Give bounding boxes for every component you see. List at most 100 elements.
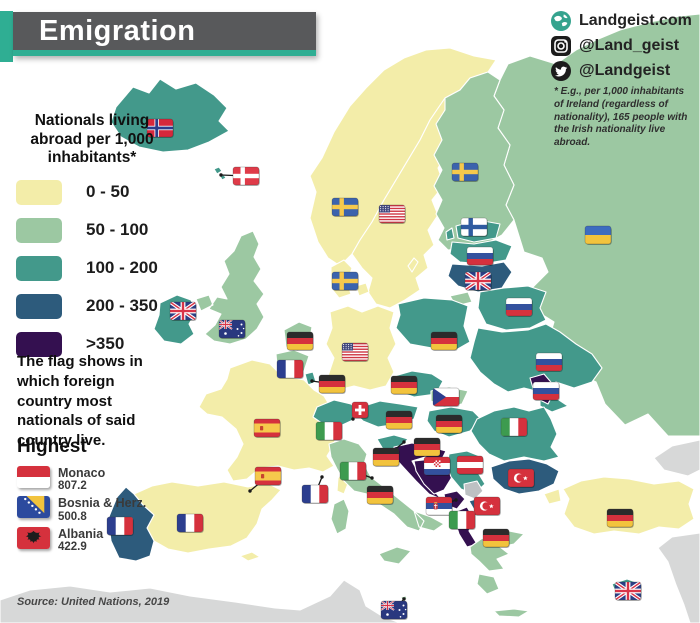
flag-italy-on-albania: [448, 510, 476, 530]
flag-usa-on-sweden: [378, 204, 406, 224]
legend-swatch: [16, 331, 62, 357]
flag-germany-on-croatia: [413, 437, 441, 457]
source-credit: Source: United Nations, 2019: [17, 596, 170, 608]
flag-denmark-on-faroe-islands: [232, 166, 260, 186]
legend-swatch: [16, 293, 62, 319]
country-faroe-islands: [213, 166, 227, 181]
legend-row: 50 - 100: [16, 217, 176, 243]
banner-accent: [0, 11, 13, 62]
country-iceland: [110, 78, 230, 153]
legend-swatch: [16, 255, 62, 281]
flag-uk-on-cyprus: [614, 581, 642, 601]
highest-rows: Monaco 807.2 Bosnia & Herz. 500.8 Albania 422…: [17, 466, 146, 553]
flag-note: The flag shows in which foreign country …: [17, 353, 143, 450]
website-row: Landgeist.com: [551, 8, 692, 33]
flag-norway-on-iceland: [146, 118, 174, 138]
legend-label: 100 - 200: [86, 258, 158, 278]
flag-spain-on-france: [253, 418, 281, 438]
flag-australia-on-united-kingdom: [218, 319, 246, 339]
highest-country: Monaco: [58, 466, 106, 480]
legend-rows: 0 - 50 50 - 100 100 - 200 200 - 350 >350: [8, 179, 176, 357]
highest-country: Albania: [58, 526, 104, 541]
legend-row: 0 - 50: [16, 179, 176, 205]
legend-row: 100 - 200: [16, 255, 176, 281]
footnote: * E.g., per 1,000 inhabitants of Ireland…: [554, 86, 688, 149]
legend-swatch: [16, 179, 62, 205]
legend-label: >350: [86, 334, 125, 354]
flag-austria-on-serbia: [456, 455, 484, 475]
flag-germany-on-poland: [430, 331, 458, 351]
flag-croatia-on-bosnia-and-herzegovina: [423, 456, 451, 476]
country-kosovo: [463, 480, 484, 500]
globe-icon: [551, 10, 571, 31]
flag-monaco: [17, 466, 50, 488]
flag-germany-on-slovenia: [372, 447, 400, 467]
title-banner: Emigration: [13, 12, 316, 56]
highest-value: 807.2: [58, 480, 87, 493]
country-turkey: [543, 476, 695, 535]
highest-entry: Monaco 807.2: [17, 466, 146, 492]
flag-turkey-on-north-macedonia: [473, 496, 501, 516]
flag-switzerland-on-liechtenstein: [351, 401, 369, 419]
flag-sweden-on-norway: [331, 197, 359, 217]
country-sweden: [351, 97, 451, 309]
flag-ukraine-on-russia: [584, 225, 612, 245]
flag-france-on-portugal: [106, 516, 134, 536]
flag-czechia-on-slovakia: [432, 387, 460, 407]
flag-germany-on-luxembourg: [318, 374, 346, 394]
legend-title: Nationals living abroad per 1,000 inhabi…: [30, 112, 154, 167]
twitter-icon: [551, 60, 571, 81]
countries-layer: [0, 13, 700, 623]
twitter-handle: @Landgeist: [579, 61, 671, 79]
flag-turkey-on-bulgaria: [507, 468, 535, 488]
flag-italy-on-switzerland: [315, 421, 343, 441]
flag-uk-on-lithuania: [464, 271, 492, 291]
flag-bosnia: [17, 496, 50, 519]
highest-title: Highest: [17, 436, 87, 457]
flag-spain-on-andorra: [254, 466, 282, 486]
flag-germany-on-hungary: [435, 414, 463, 434]
highest-entry: Bosnia & Herz. 500.8: [17, 496, 147, 523]
highest-value: 422.9: [58, 541, 87, 554]
instagram-icon: [551, 35, 571, 56]
flag-italy-on-romania: [500, 417, 528, 437]
social-links: Landgeist.com @Land_geist @Landgeist: [551, 8, 692, 83]
flag-russia-on-belarus: [505, 297, 533, 317]
legend-row: >350: [16, 331, 176, 357]
flag-sweden-on-finland: [451, 162, 479, 182]
highest-entry: Albania 422.9: [17, 526, 146, 554]
instagram-handle: @Land_geist: [579, 36, 680, 54]
flag-russia-on-latvia: [466, 246, 494, 266]
highest-country: Bosnia & Herz.: [58, 496, 147, 511]
flag-france-on-monaco: [301, 484, 329, 504]
legend-label: 50 - 100: [86, 220, 149, 240]
flag-albania: [17, 526, 50, 549]
flag-russia-on-ukraine: [535, 352, 563, 372]
flag-germany-on-netherlands: [286, 331, 314, 351]
flag-serbia-on-montenegro: [425, 496, 453, 516]
flag-germany-on-greece: [482, 528, 510, 548]
flag-markers-layer: [106, 118, 642, 620]
flag-usa-on-germany: [341, 342, 369, 362]
flag-finland-on-estonia: [460, 217, 488, 237]
legend: Nationals living abroad per 1,000 inhabi…: [8, 112, 176, 370]
flag-france-on-spain: [176, 513, 204, 533]
flag-germany-on-czechia: [390, 375, 418, 395]
flag-russia-on-moldova: [532, 381, 560, 401]
highest-list: Highest Monaco 807.2 Bosnia & Herz. 500.8 Al…: [17, 436, 146, 557]
highest-value: 500.8: [58, 510, 87, 523]
flag-germany-on-italy: [366, 485, 394, 505]
country-united-kingdom: [195, 230, 265, 345]
legend-label: 0 - 50: [86, 182, 130, 202]
flag-sweden-on-denmark: [331, 271, 359, 291]
flag-australia-on-malta: [380, 600, 408, 620]
country-caucasus: [653, 439, 700, 477]
twitter-row: @Landgeist: [551, 58, 692, 83]
page-title: Emigration: [39, 15, 196, 47]
flag-france-on-belgium: [276, 359, 304, 379]
country-finland: [433, 71, 515, 251]
flag-germany-on-austria: [385, 410, 413, 430]
instagram-row: @Land_geist: [551, 33, 692, 58]
